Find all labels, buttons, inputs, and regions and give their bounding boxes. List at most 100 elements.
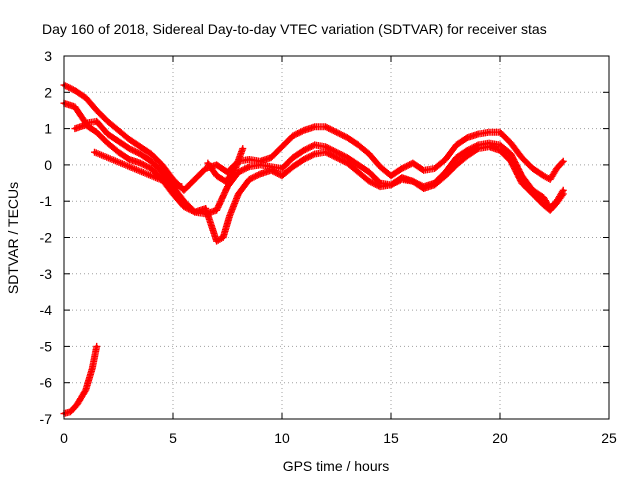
x-tick-label: 20 [492, 430, 508, 446]
x-tick-label: 25 [601, 430, 617, 446]
data-point [509, 159, 513, 163]
data-point [95, 344, 99, 348]
data-point [160, 170, 164, 174]
data-point [356, 163, 360, 167]
data-point [90, 366, 94, 370]
data-point [356, 143, 360, 147]
data-point [422, 186, 426, 190]
data-point [171, 192, 175, 196]
data-point [193, 177, 197, 181]
data-point [487, 145, 491, 149]
data-point [548, 208, 552, 212]
data-point [555, 167, 559, 171]
data-point [378, 165, 382, 169]
x-tick-label: 0 [60, 430, 68, 446]
data-point [542, 203, 546, 207]
series-sdtvar-trace-1 [60, 81, 567, 194]
y-tick-label: -2 [40, 230, 53, 246]
data-point [215, 174, 219, 178]
data-point [138, 145, 142, 149]
data-point [356, 170, 360, 174]
data-point [302, 157, 306, 161]
data-point [335, 156, 338, 160]
data-point [400, 176, 404, 180]
data-point [75, 402, 79, 406]
data-point [149, 152, 153, 156]
grid-lines [64, 56, 609, 419]
data-point [444, 174, 447, 178]
data-point [247, 165, 251, 169]
data-point [247, 157, 251, 161]
data-point [389, 183, 393, 187]
data-point [476, 147, 480, 151]
data-point [389, 174, 393, 178]
data-point [324, 145, 328, 149]
data-point [193, 210, 197, 214]
series-sdtvar-trace-2 [60, 99, 567, 218]
data-point [84, 96, 88, 100]
data-point [73, 127, 77, 131]
data-point [476, 132, 480, 136]
data-point-markers [204, 145, 247, 185]
data-point [302, 128, 306, 132]
x-tick-label: 15 [383, 430, 399, 446]
data-point [335, 150, 338, 154]
data-point [106, 132, 110, 136]
data-point [465, 136, 469, 140]
data-point [411, 179, 415, 183]
data-point [280, 174, 284, 178]
data-point [280, 167, 284, 171]
data-point [145, 172, 149, 176]
data-point [138, 161, 142, 165]
data-point [101, 154, 105, 158]
data-point [223, 179, 227, 183]
series-sdtvar-early-dip [60, 342, 101, 418]
data-point [454, 156, 458, 160]
data-point [313, 152, 317, 156]
y-tick-label: -5 [40, 338, 53, 354]
data-point [400, 167, 404, 171]
data-point [509, 141, 513, 145]
series-sdtvar-trace-3 [71, 121, 567, 245]
x-axis-label: GPS time / hours [283, 458, 390, 474]
data-point [291, 156, 295, 160]
data-point [498, 143, 502, 147]
data-point [561, 188, 565, 192]
data-point [324, 150, 328, 154]
data-point [561, 192, 565, 196]
chart-title: Day 160 of 2018, Sidereal Day-to-day VTE… [42, 21, 547, 37]
data-point [258, 159, 262, 163]
y-tick-label: -1 [40, 193, 53, 209]
data-point [226, 170, 229, 174]
data-point [182, 188, 186, 192]
data-point [520, 156, 524, 160]
data-point [520, 181, 524, 185]
data-point [291, 165, 295, 169]
data-point [378, 181, 382, 185]
data-point [106, 119, 110, 123]
x-tick-label: 10 [274, 430, 290, 446]
data-point [127, 137, 131, 141]
data-point [542, 174, 546, 178]
data-point [476, 143, 480, 147]
data-point [411, 161, 415, 165]
y-axis-label: SDTVAR / TECUs [5, 182, 21, 294]
data-point [228, 214, 232, 218]
data-point [241, 147, 245, 151]
data-point [367, 152, 371, 156]
data-point-markers [60, 99, 567, 218]
data-point [127, 157, 131, 161]
data-point [127, 165, 131, 169]
data-point [454, 143, 458, 147]
data-point [95, 119, 99, 123]
y-tick-label: -4 [40, 302, 53, 318]
data-point [465, 154, 469, 158]
data-point [367, 179, 371, 183]
x-tick-label: 5 [169, 430, 177, 446]
data-point [73, 88, 77, 92]
data-point [280, 145, 284, 149]
y-tick-label: 0 [44, 157, 52, 173]
data-point [204, 206, 208, 210]
data-point [160, 163, 164, 167]
data-point [345, 161, 349, 165]
